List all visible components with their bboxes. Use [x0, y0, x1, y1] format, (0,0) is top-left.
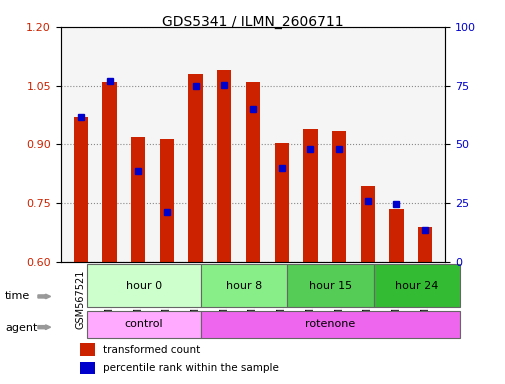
Bar [188, 74, 203, 262]
Text: rotenone: rotenone [305, 319, 355, 329]
Text: time: time [5, 291, 30, 301]
Text: GDS5341 / ILMN_2606711: GDS5341 / ILMN_2606711 [162, 15, 343, 29]
Bar [80, 361, 95, 374]
FancyBboxPatch shape [86, 311, 201, 338]
Text: hour 0: hour 0 [126, 281, 162, 291]
Bar [388, 209, 403, 262]
Bar [274, 142, 288, 262]
Bar [245, 82, 260, 262]
Text: transformed count: transformed count [103, 345, 200, 355]
Bar [217, 70, 231, 262]
Text: hour 24: hour 24 [394, 281, 437, 291]
FancyBboxPatch shape [287, 265, 373, 307]
Text: hour 15: hour 15 [309, 281, 351, 291]
Bar [80, 343, 95, 356]
Text: percentile rank within the sample: percentile rank within the sample [103, 363, 278, 373]
Bar [331, 131, 345, 262]
Text: control: control [124, 319, 163, 329]
FancyBboxPatch shape [201, 311, 459, 338]
FancyBboxPatch shape [201, 265, 287, 307]
FancyBboxPatch shape [373, 265, 459, 307]
Bar [102, 82, 117, 262]
Bar [360, 185, 374, 262]
Text: agent: agent [5, 323, 37, 333]
Bar [417, 227, 431, 262]
Bar [74, 117, 88, 262]
Bar [160, 139, 174, 262]
FancyBboxPatch shape [86, 265, 201, 307]
Bar [302, 129, 317, 262]
Bar [131, 137, 145, 262]
Text: hour 8: hour 8 [226, 281, 262, 291]
